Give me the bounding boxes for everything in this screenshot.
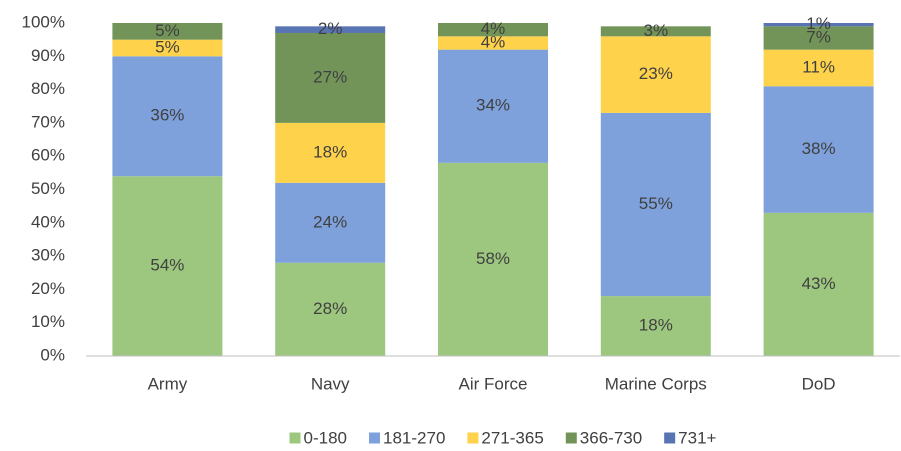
data-label: 18% [639, 316, 673, 335]
data-label: 23% [639, 64, 673, 83]
y-tick-label: 80% [31, 79, 65, 98]
data-label: 28% [313, 299, 347, 318]
x-tick-label: DoD [802, 374, 836, 393]
data-label: 55% [639, 194, 673, 213]
data-label: 7% [806, 27, 831, 46]
bar-segment [600, 26, 711, 37]
bar-segment [112, 39, 223, 57]
y-tick-label: 10% [31, 312, 65, 331]
y-tick-label: 70% [31, 112, 65, 131]
data-label: 34% [476, 96, 510, 115]
y-tick-label: 20% [31, 279, 65, 298]
x-tick-label: Air Force [459, 374, 528, 393]
bar-segment [275, 122, 386, 183]
data-label: 58% [476, 249, 510, 268]
bar-segment [600, 296, 711, 356]
bar-segment [438, 162, 548, 356]
data-label: 11% [802, 57, 835, 76]
data-label: 24% [313, 212, 347, 231]
bar-segment [112, 23, 223, 40]
bar-segment [438, 49, 548, 163]
bar-segment [438, 36, 548, 50]
x-tick-label: Army [148, 374, 188, 393]
data-label: 2% [318, 19, 343, 38]
y-tick-label: 100% [22, 12, 65, 31]
data-label: 5% [155, 21, 180, 40]
bar-segment [438, 23, 548, 37]
legend-swatch [289, 432, 301, 444]
data-label: 1% [806, 14, 831, 33]
y-tick-label: 0% [40, 345, 65, 364]
legend-swatch [369, 432, 381, 444]
legend-label: 181-270 [383, 428, 445, 447]
bar-segment [763, 86, 874, 213]
data-label: 18% [313, 142, 347, 161]
bar-segment [763, 26, 874, 50]
y-tick-label: 30% [31, 246, 65, 265]
legend: 0-180 181-270 271-365 366-730 731+ [289, 428, 717, 447]
legend-label: 0-180 [304, 428, 347, 447]
bar-segment [600, 36, 711, 113]
legend-swatch [565, 432, 577, 444]
bar-segment [600, 112, 711, 297]
bar-segment [275, 32, 386, 123]
legend-label: 271-365 [481, 428, 543, 447]
data-label: 4% [481, 19, 506, 38]
y-tick-label: 90% [31, 46, 65, 65]
legend-swatch [664, 432, 676, 444]
legend-label: 731+ [678, 428, 716, 447]
data-label: 36% [150, 106, 184, 125]
bar-segment [763, 212, 874, 356]
legend-label: 366-730 [580, 428, 642, 447]
data-label: 43% [802, 274, 836, 293]
bar-segment [112, 56, 223, 177]
data-label: 4% [481, 32, 506, 51]
y-tick-label: 50% [31, 179, 65, 198]
data-label: 54% [150, 256, 184, 275]
data-label: 27% [313, 67, 347, 86]
bar-segment [112, 176, 223, 356]
bar-segment [275, 182, 386, 263]
bar-segment [763, 23, 874, 27]
bar-segment [275, 262, 386, 356]
legend-swatch [467, 432, 479, 444]
data-label: 3% [644, 21, 669, 40]
y-tick-label: 60% [31, 146, 65, 165]
x-tick-label: Marine Corps [605, 374, 707, 393]
data-label: 38% [802, 139, 836, 158]
data-label: 5% [155, 37, 180, 56]
bar-segment [763, 49, 874, 87]
x-tick-label: Navy [311, 374, 350, 393]
y-tick-label: 40% [31, 212, 65, 231]
bar-segment [275, 26, 386, 33]
